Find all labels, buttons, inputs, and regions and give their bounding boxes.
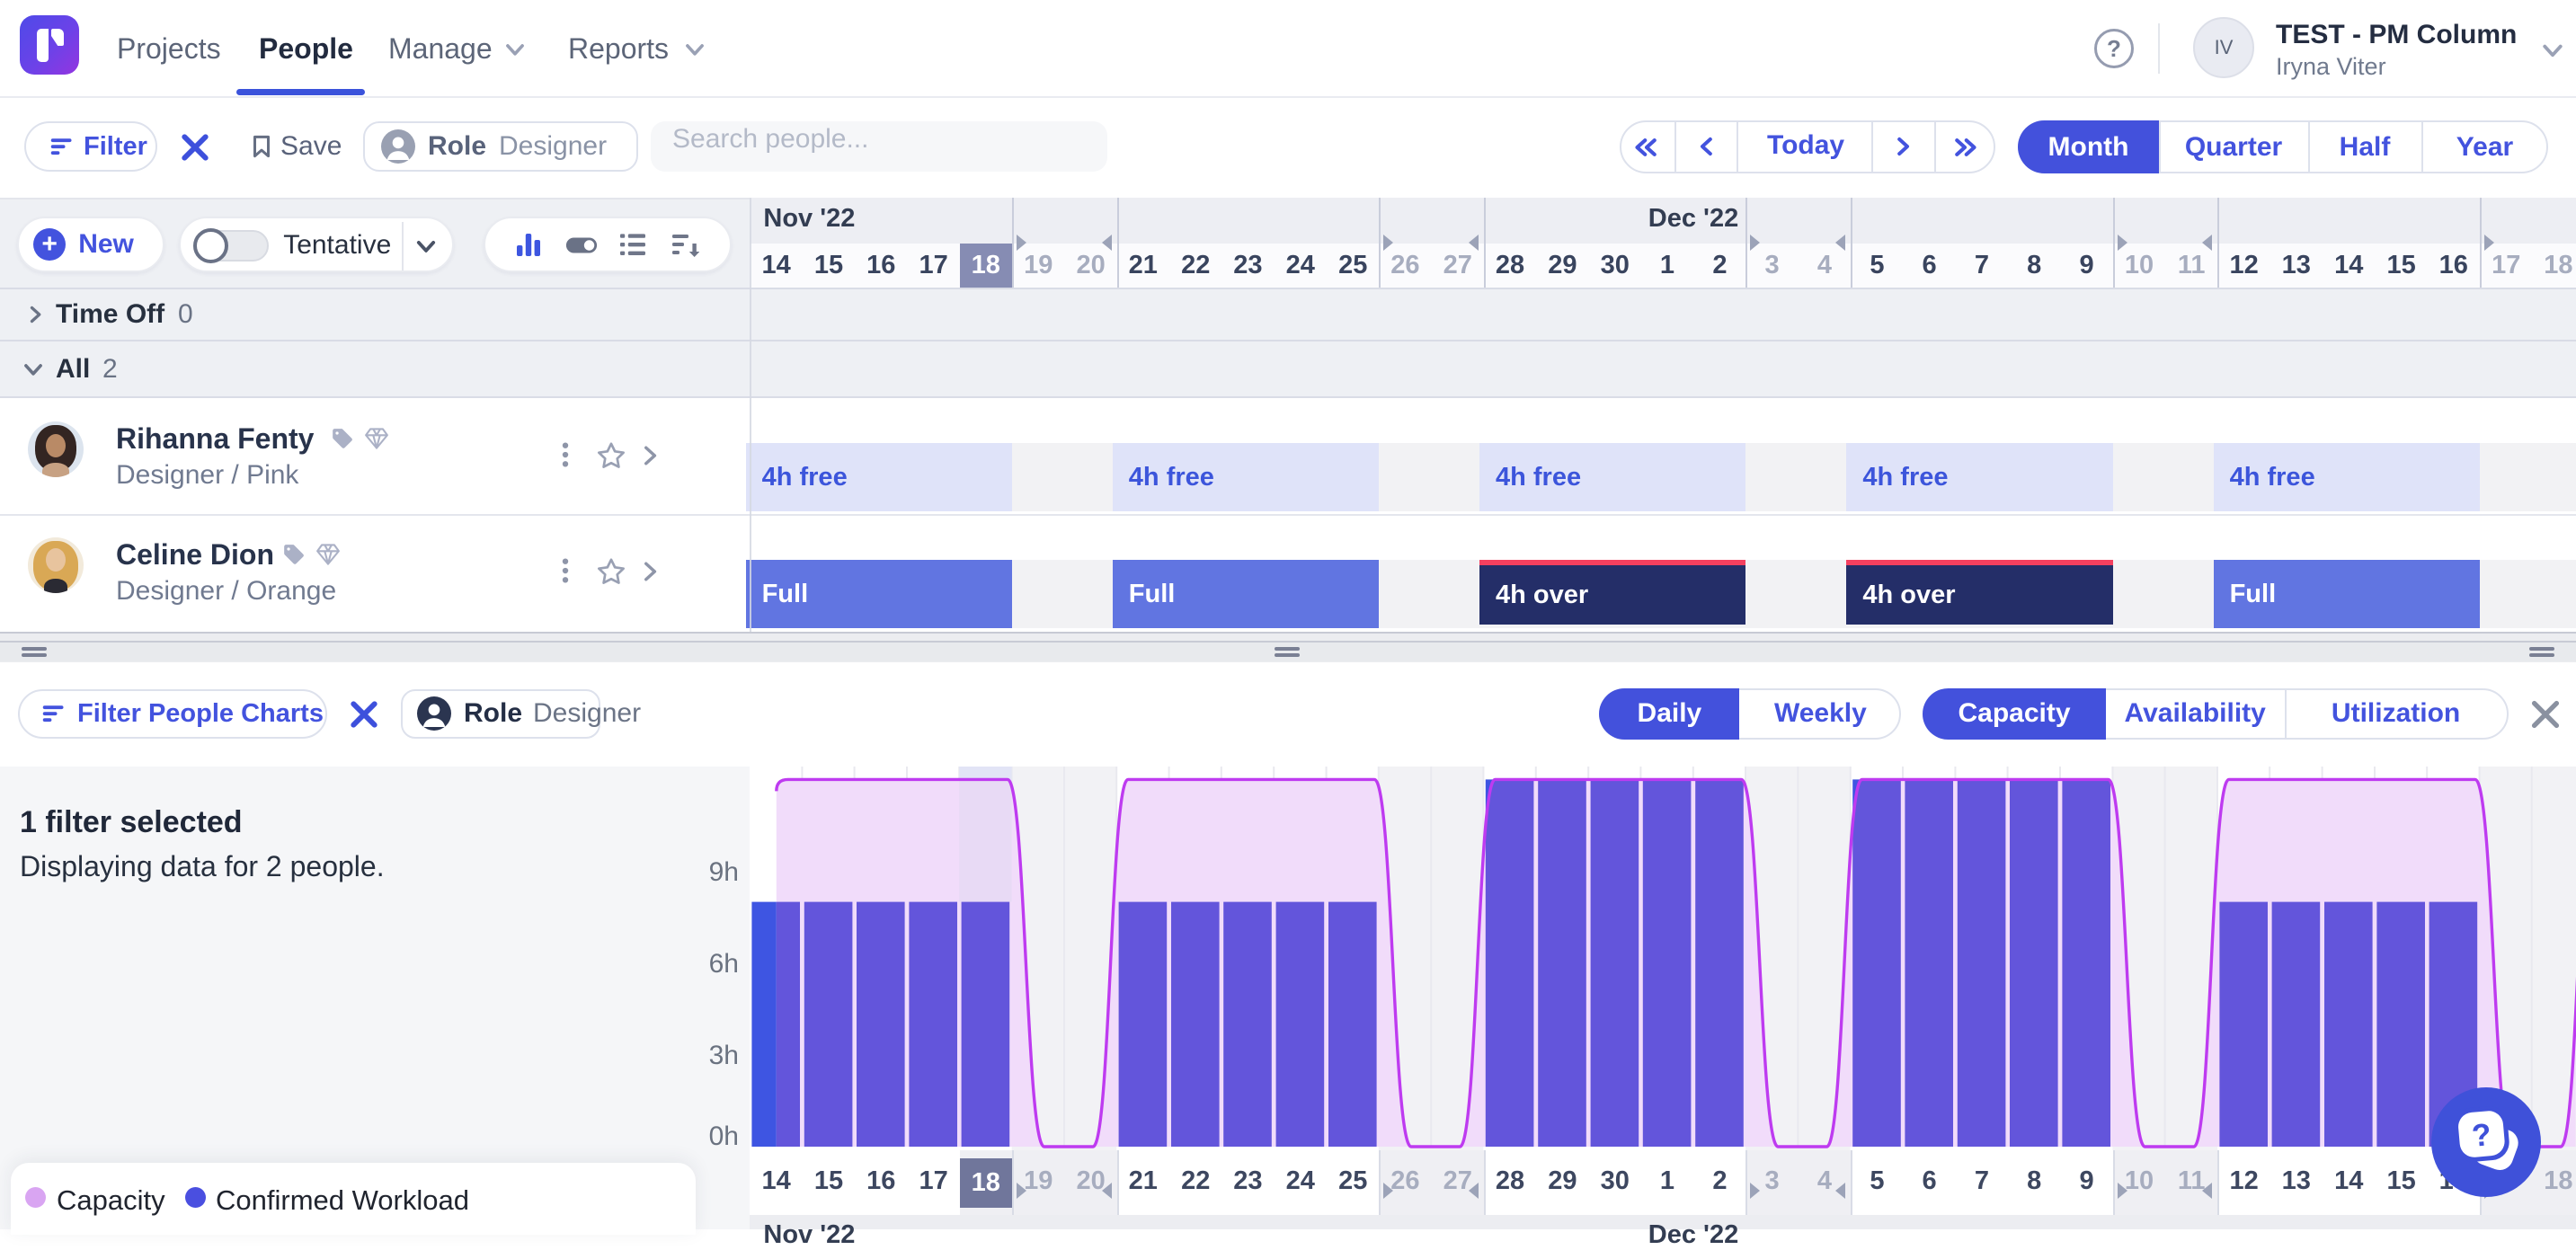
svg-text:?: ? <box>2471 1117 2493 1154</box>
